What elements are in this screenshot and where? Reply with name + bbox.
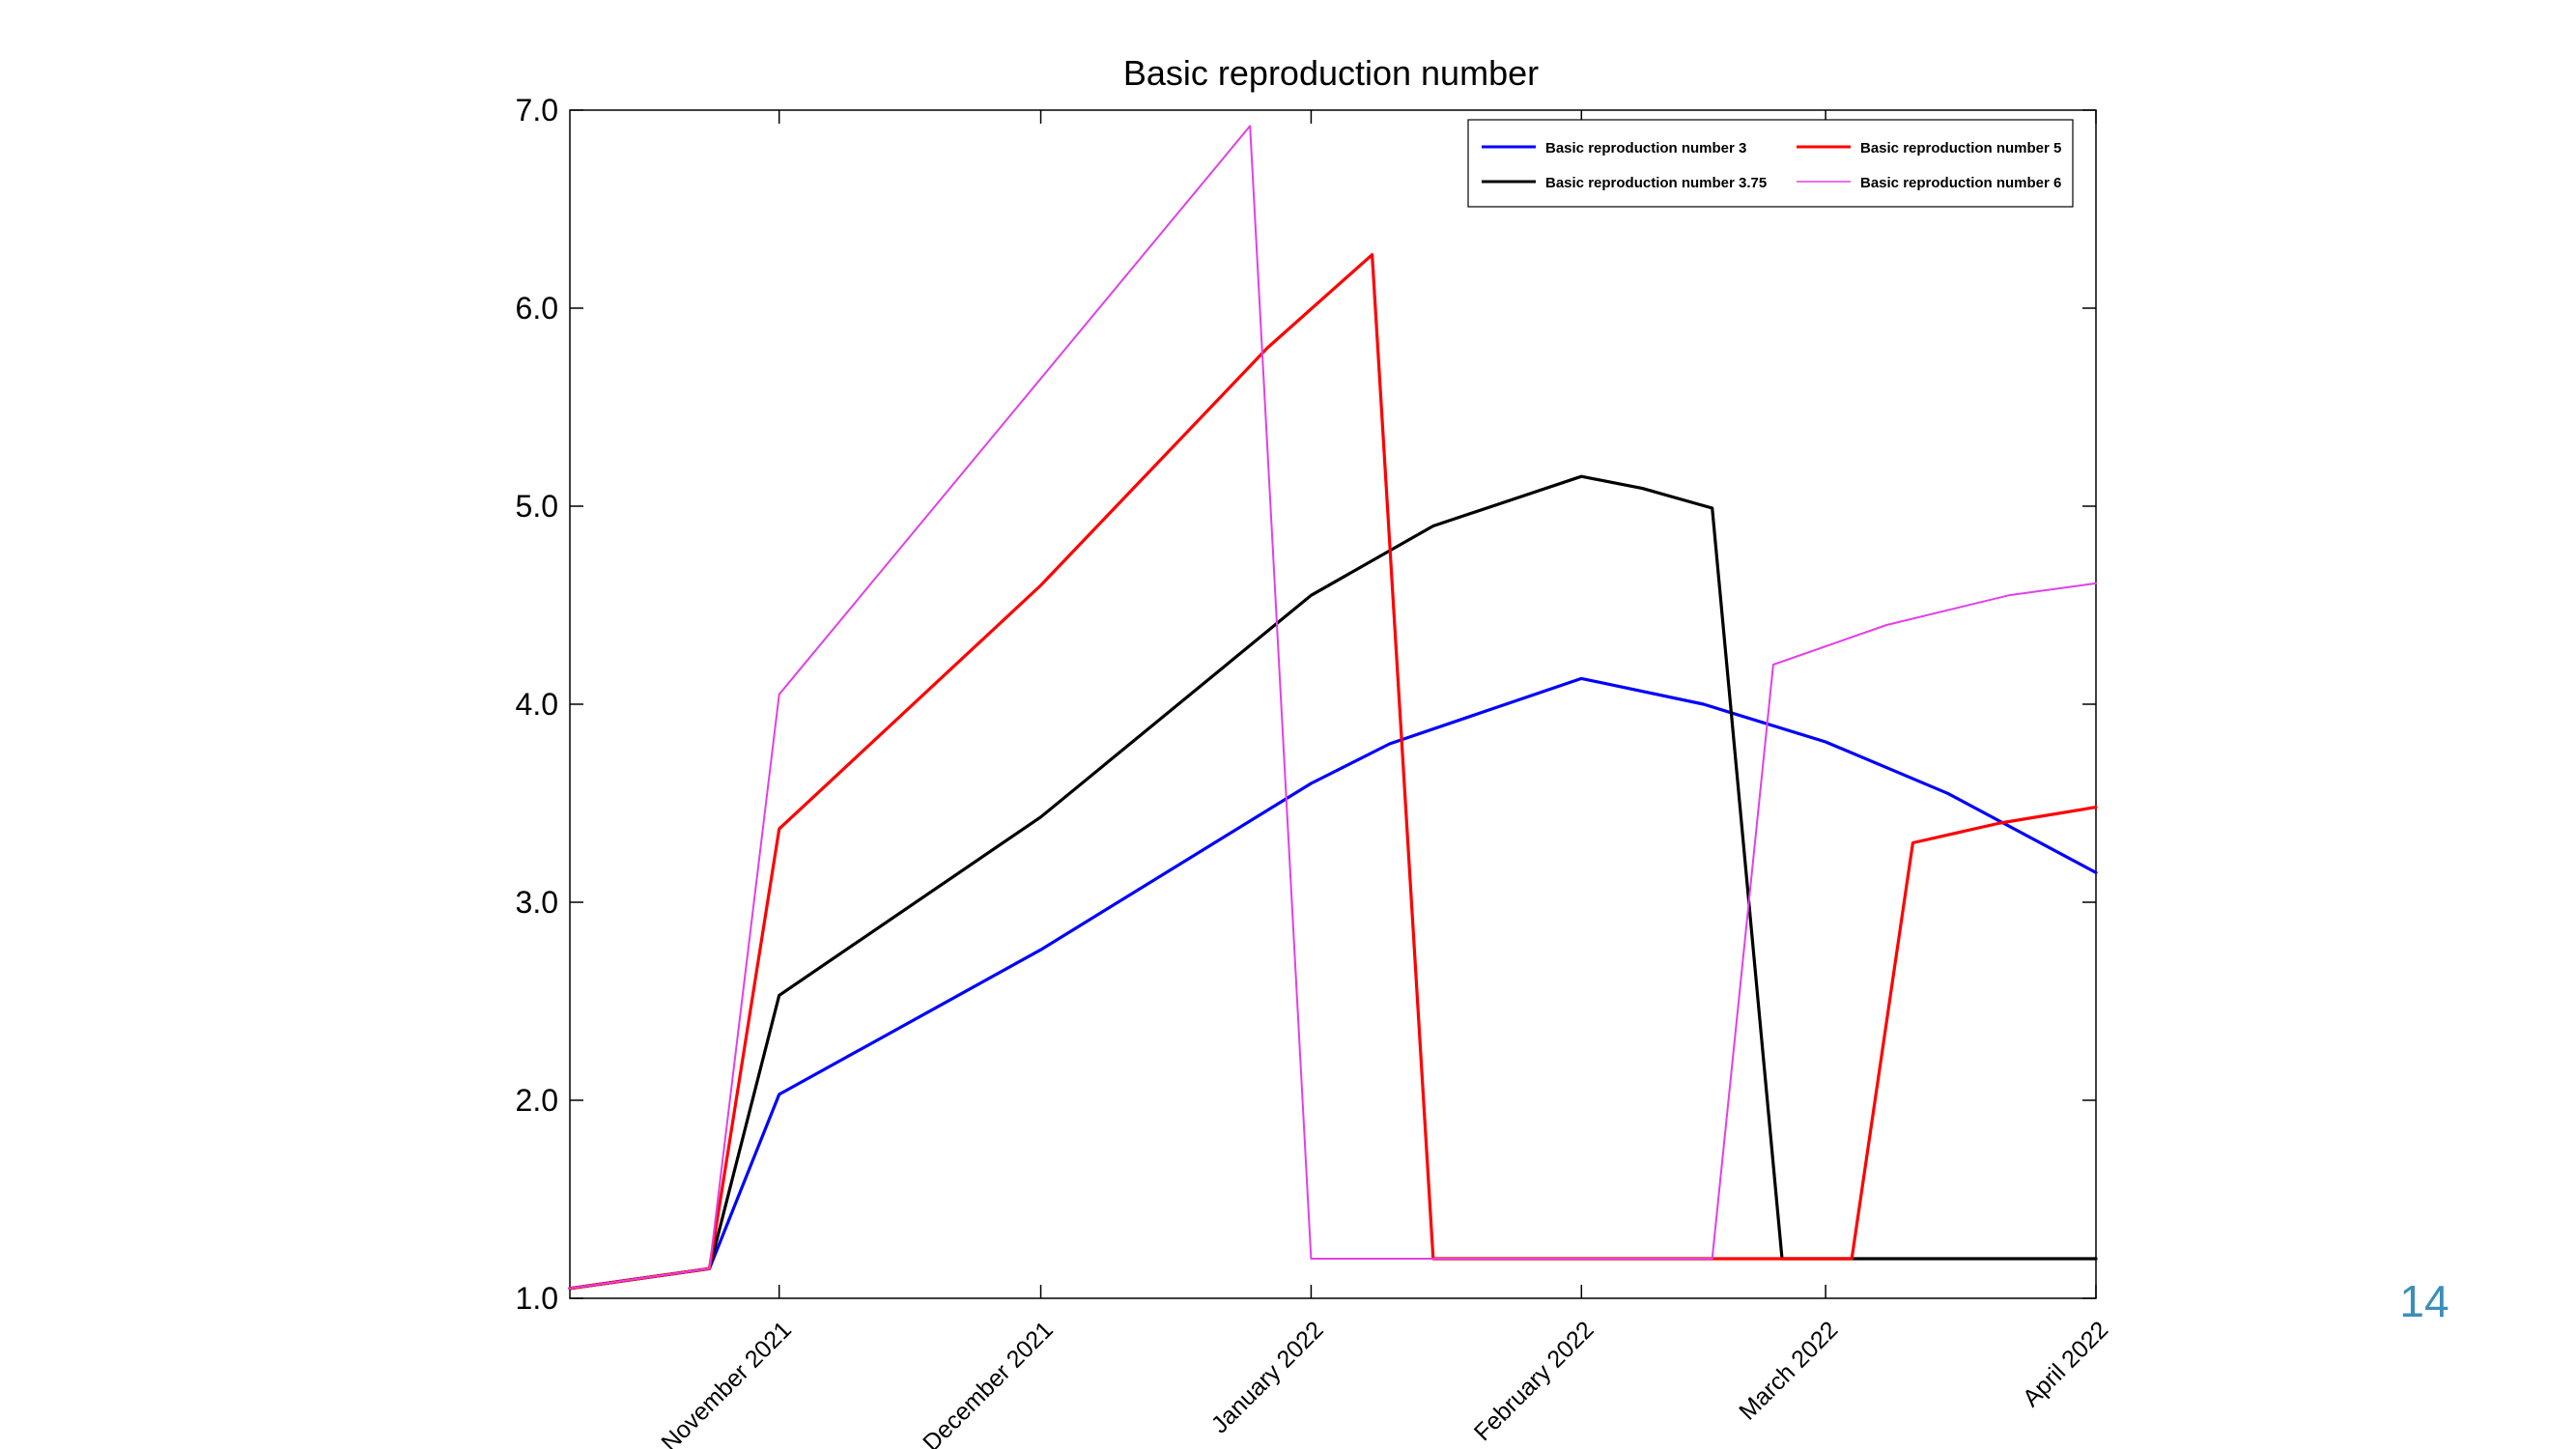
legend-label: Basic reproduction number 6 xyxy=(1860,175,2061,191)
x-tick-label: March 2022 xyxy=(1734,1316,1843,1425)
legend-box xyxy=(1467,119,2074,208)
x-tick-label: December 2021 xyxy=(918,1316,1059,1449)
legend: Basic reproduction number 3 Basic reprodu… xyxy=(1467,119,2074,208)
y-tick-label: 4.0 xyxy=(516,687,558,722)
x-axis: November 2021 December 2021 January 2022 Fe… xyxy=(656,110,2113,1449)
x-tick-label: February 2022 xyxy=(1469,1316,1599,1446)
y-tick-label: 1.0 xyxy=(516,1281,558,1316)
y-tick-label: 6.0 xyxy=(516,291,558,326)
series-line-1 xyxy=(568,676,2098,1291)
chart-title: Basic reproduction number xyxy=(1123,53,1539,93)
series-layer xyxy=(568,125,2098,1291)
y-tick-label: 7.0 xyxy=(516,93,558,128)
series-line-2 xyxy=(568,474,2098,1291)
x-tick-label: November 2021 xyxy=(656,1316,797,1449)
x-tick-label: April 2022 xyxy=(2018,1316,2113,1411)
y-tick-label: 5.0 xyxy=(516,489,558,524)
y-tick-label: 2.0 xyxy=(516,1083,558,1118)
y-axis: 1.0 2.0 3.0 4.0 5.0 6.0 7.0 xyxy=(516,93,2096,1316)
series-line-3 xyxy=(568,253,2098,1291)
page-number: 14 xyxy=(2399,1276,2449,1326)
legend-label: Basic reproduction number 3.75 xyxy=(1545,175,1767,191)
legend-label: Basic reproduction number 3 xyxy=(1545,140,1746,156)
y-tick-label: 3.0 xyxy=(516,885,558,920)
x-tick-label: January 2022 xyxy=(1206,1316,1329,1438)
series-line-4 xyxy=(569,125,2097,1290)
legend-label: Basic reproduction number 5 xyxy=(1860,140,2061,156)
